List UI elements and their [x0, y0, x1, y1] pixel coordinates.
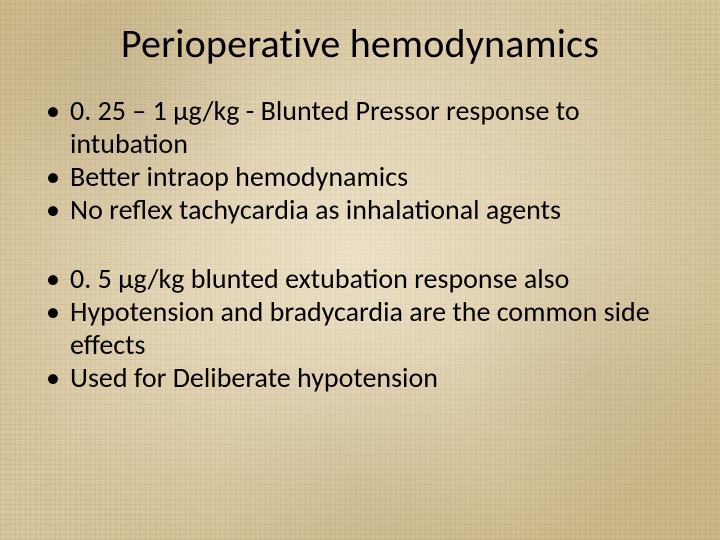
- bullet-item: Better intraop hemodynamics: [42, 160, 682, 193]
- bullet-group-2: 0. 5 μg/kg blunted extubation response a…: [34, 262, 686, 394]
- bullet-item: 0. 5 μg/kg blunted extubation response a…: [42, 262, 682, 295]
- bullet-item: 0. 25 – 1 μg/kg - Blunted Pressor respon…: [42, 94, 682, 160]
- bullet-item: Hypotension and bradycardia are the comm…: [42, 295, 682, 361]
- slide: Perioperative hemodynamics 0. 25 – 1 μg/…: [0, 0, 720, 540]
- bullet-group-1: 0. 25 – 1 μg/kg - Blunted Pressor respon…: [34, 94, 686, 226]
- slide-title: Perioperative hemodynamics: [34, 22, 686, 66]
- bullet-item: No reflex tachycardia as inhalational ag…: [42, 193, 682, 226]
- bullet-item: Used for Deliberate hypotension: [42, 361, 682, 394]
- group-spacer: [34, 226, 686, 262]
